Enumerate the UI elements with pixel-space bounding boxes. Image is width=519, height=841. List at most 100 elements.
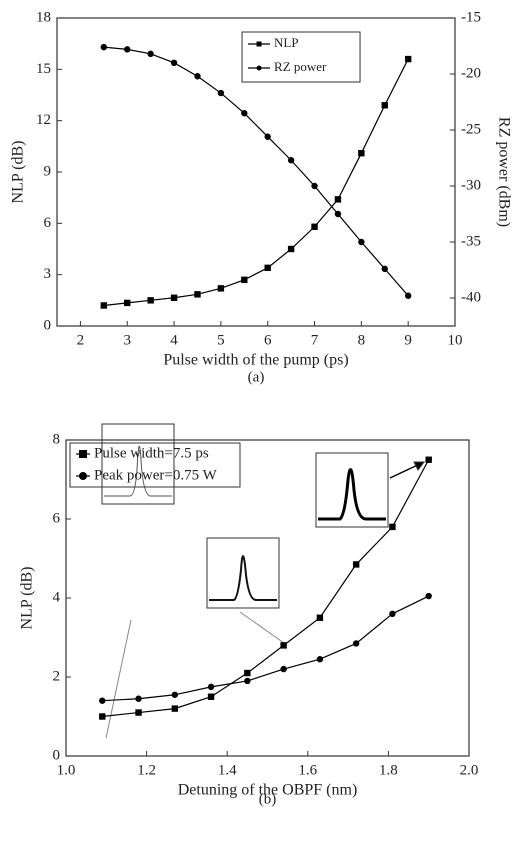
caption: (b) (259, 791, 277, 807)
y2-tick-label: -20 (461, 65, 481, 81)
point (426, 457, 432, 463)
y-axis-label: NLP (dB) (19, 567, 36, 630)
point (389, 611, 395, 617)
point (101, 302, 107, 308)
point (218, 285, 224, 291)
x-tick-label: 5 (217, 332, 225, 348)
legend-marker (79, 450, 87, 458)
y-tick-label: 3 (44, 266, 52, 282)
x-tick-label: 1.6 (298, 762, 317, 778)
legend-label: RZ power (274, 59, 327, 74)
x-tick-label: 3 (123, 332, 131, 348)
legend-marker (257, 42, 262, 47)
point (317, 656, 323, 662)
legend-label: Pulse width=7.5 ps (94, 445, 209, 461)
x-tick-label: 6 (264, 332, 272, 348)
legend-marker (79, 472, 87, 480)
point (241, 277, 247, 283)
y2-tick-label: -30 (461, 177, 481, 193)
caption: (a) (248, 369, 265, 385)
point (208, 694, 214, 700)
chart: 2 3 4 5 6 7 8 9 10 0 3 6 9 12 15 18 -15 -20 -25 -30 -35 -40 Pu… (0, 0, 519, 841)
point (194, 73, 200, 79)
point (288, 157, 294, 163)
y2-tick-label: -35 (461, 233, 481, 249)
point (147, 51, 153, 57)
y-tick-label: 6 (53, 510, 61, 526)
series-line (104, 59, 408, 305)
legend-frame (242, 32, 360, 82)
y2-tick-label: -15 (461, 9, 481, 25)
legend-label: NLP (274, 35, 299, 50)
y-tick-label: 12 (36, 112, 51, 128)
y-tick-label: 0 (44, 317, 52, 333)
legend-marker (257, 66, 262, 71)
y2-axis-label: RZ power (dBm) (495, 117, 512, 227)
y-tick-label: 6 (44, 215, 52, 231)
point (353, 640, 359, 646)
point (244, 670, 250, 676)
point (358, 239, 364, 245)
point (172, 692, 178, 698)
point (208, 684, 214, 690)
point (147, 297, 153, 303)
point (99, 698, 105, 704)
point (353, 561, 359, 567)
point (171, 60, 177, 66)
point (335, 196, 341, 202)
point (389, 524, 395, 530)
point (382, 266, 388, 272)
point (335, 211, 341, 217)
x-tick-label: 1.2 (137, 762, 156, 778)
x-tick-label: 7 (311, 332, 319, 348)
x-tick-label: 9 (404, 332, 412, 348)
x-tick-label: 8 (358, 332, 366, 348)
y-tick-label: 18 (36, 9, 51, 25)
y2-tick-label: -40 (461, 289, 481, 305)
point (405, 293, 411, 299)
point (311, 224, 317, 230)
x-tick-label: 2 (77, 332, 85, 348)
y-tick-label: 4 (53, 589, 61, 605)
point (194, 291, 200, 297)
point (101, 44, 107, 50)
point (426, 593, 432, 599)
y-tick-label: 9 (44, 163, 52, 179)
point (124, 46, 130, 52)
series-line (102, 596, 428, 701)
series-line (104, 47, 408, 296)
x-tick-label: 1.8 (379, 762, 398, 778)
y2-tick-label: -25 (461, 121, 481, 137)
x-tick-label: 2.0 (460, 762, 479, 778)
y-tick-label: 8 (53, 431, 61, 447)
y-tick-label: 15 (36, 61, 51, 77)
point (244, 678, 250, 684)
point (135, 696, 141, 702)
plot-frame (57, 18, 455, 326)
y-axis-label: NLP (dB) (10, 141, 27, 204)
y-tick-label: 0 (53, 747, 61, 763)
point (124, 300, 130, 306)
x-tick-label: 1.4 (218, 762, 237, 778)
point (280, 666, 286, 672)
point (99, 713, 105, 719)
point (288, 246, 294, 252)
x-tick-label: 4 (170, 332, 178, 348)
point (358, 150, 364, 156)
point (218, 90, 224, 96)
point (265, 265, 271, 271)
point (172, 705, 178, 711)
point (241, 110, 247, 116)
point (311, 183, 317, 189)
legend-label: Peak power=0.75 W (94, 467, 218, 483)
point (317, 615, 323, 621)
point (405, 56, 411, 62)
x-tick-label: 1.0 (57, 762, 76, 778)
point (382, 102, 388, 108)
point (280, 642, 286, 648)
y-tick-label: 2 (53, 668, 61, 684)
point (171, 295, 177, 301)
x-axis-label: Pulse width of the pump (ps) (163, 352, 348, 369)
x-tick-label: 10 (448, 332, 463, 348)
point (265, 134, 271, 140)
